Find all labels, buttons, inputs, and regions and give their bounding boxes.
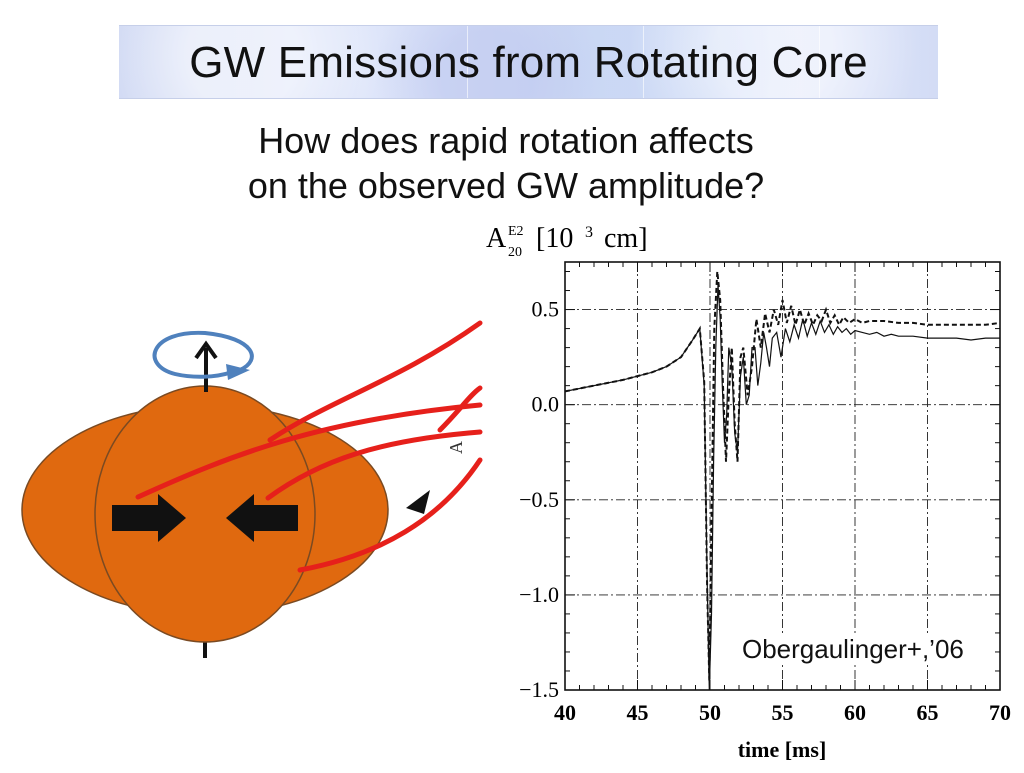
streamline [135,402,483,500]
inward-arrow-right-icon [112,494,186,542]
ylabel-sup: E2 [508,224,524,239]
series-line-solid [564,284,1000,691]
inward-arrow-left-icon [226,494,298,542]
slide-title: GW Emissions from Rotating Core [189,38,868,87]
y-tick-label: 0.0 [532,392,560,417]
amplitude-chart: A E2 20 [10 3 cm] 40 45 50 55 60 65 70 0.5 0.0 −0… [486,223,1011,762]
ylabel-units: [10 [536,223,573,254]
ylabel-main: A [486,223,507,254]
annotation-arrowhead-icon [406,490,430,514]
question-line-1: How does rapid rotation affects [258,120,754,161]
ylabel-exp: 3 [585,224,593,241]
y-tick-label: −1.0 [519,582,559,607]
slide-question: How does rapid rotation affects on the o… [150,118,862,210]
rotation-axis-arrow-icon [194,340,218,392]
rotating-core-illustration: A [21,320,483,658]
x-tick-label: 45 [627,700,649,725]
x-tick-label: 70 [989,700,1011,725]
x-tick-label: 55 [772,700,794,725]
chart-ylabel: A E2 20 [10 3 cm] [486,223,648,260]
partial-axis-label: A [446,441,466,454]
x-tick-label: 50 [699,700,721,725]
banner-seam [643,26,644,98]
banner-seam [467,26,468,98]
streamline [297,457,483,573]
rotation-arrow-icon [152,330,254,380]
streamline [265,429,483,501]
y-tick-label: −1.5 [519,677,559,702]
question-line-2: on the observed GW amplitude? [247,165,765,206]
y-tick-label: −0.5 [519,487,559,512]
figure-plot: A E2 20 [10 3 cm] 40 45 50 55 60 65 70 0.5 0.0 −0… [480,215,1024,768]
series-line-dashed [564,271,1001,681]
title-banner: GW Emissions from Rotating Core [119,25,938,99]
ylabel-end: cm] [604,223,648,254]
x-tick-label: 65 [917,700,939,725]
x-tick-label: 60 [844,700,866,725]
y-tick-label: 0.5 [532,297,560,322]
streamline [437,385,483,433]
ylabel-sub: 20 [508,245,522,260]
chart-xlabel: time [ms] [738,737,827,762]
red-streamlines [135,320,483,573]
banner-seam [819,26,820,98]
streamline [267,320,483,443]
x-tick-label: 40 [554,700,576,725]
citation-label: Obergaulinger+,’06 [740,634,966,665]
